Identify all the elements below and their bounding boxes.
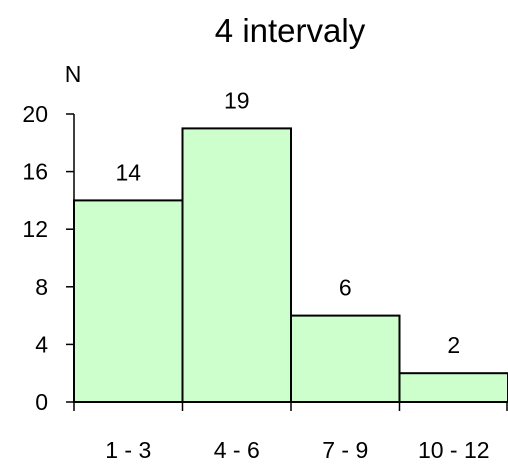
data-label-1: 14 — [115, 159, 141, 185]
x-tick-label-3: 7 - 9 — [322, 437, 368, 463]
y-axis-label: N — [65, 61, 82, 87]
chart-title: 4 intervaly — [215, 12, 366, 49]
y-tick-label-16: 16 — [22, 159, 48, 185]
y-tick-label-12: 12 — [22, 216, 48, 242]
bar-3 — [291, 316, 400, 402]
x-tick-label-4: 10 - 12 — [418, 437, 490, 463]
bar-4 — [400, 373, 508, 402]
data-label-4: 2 — [447, 332, 460, 358]
bar-2 — [183, 128, 292, 402]
y-tick-label-8: 8 — [35, 274, 48, 300]
y-tick-label-4: 4 — [35, 331, 48, 357]
data-label-3: 6 — [339, 275, 352, 301]
y-tick-label-20: 20 — [22, 101, 48, 127]
x-tick-label-1: 1 - 3 — [105, 437, 151, 463]
data-label-2: 19 — [224, 87, 250, 113]
y-tick-label-0: 0 — [35, 389, 48, 415]
x-tick-label-2: 4 - 6 — [214, 437, 260, 463]
bar-1 — [74, 200, 183, 402]
